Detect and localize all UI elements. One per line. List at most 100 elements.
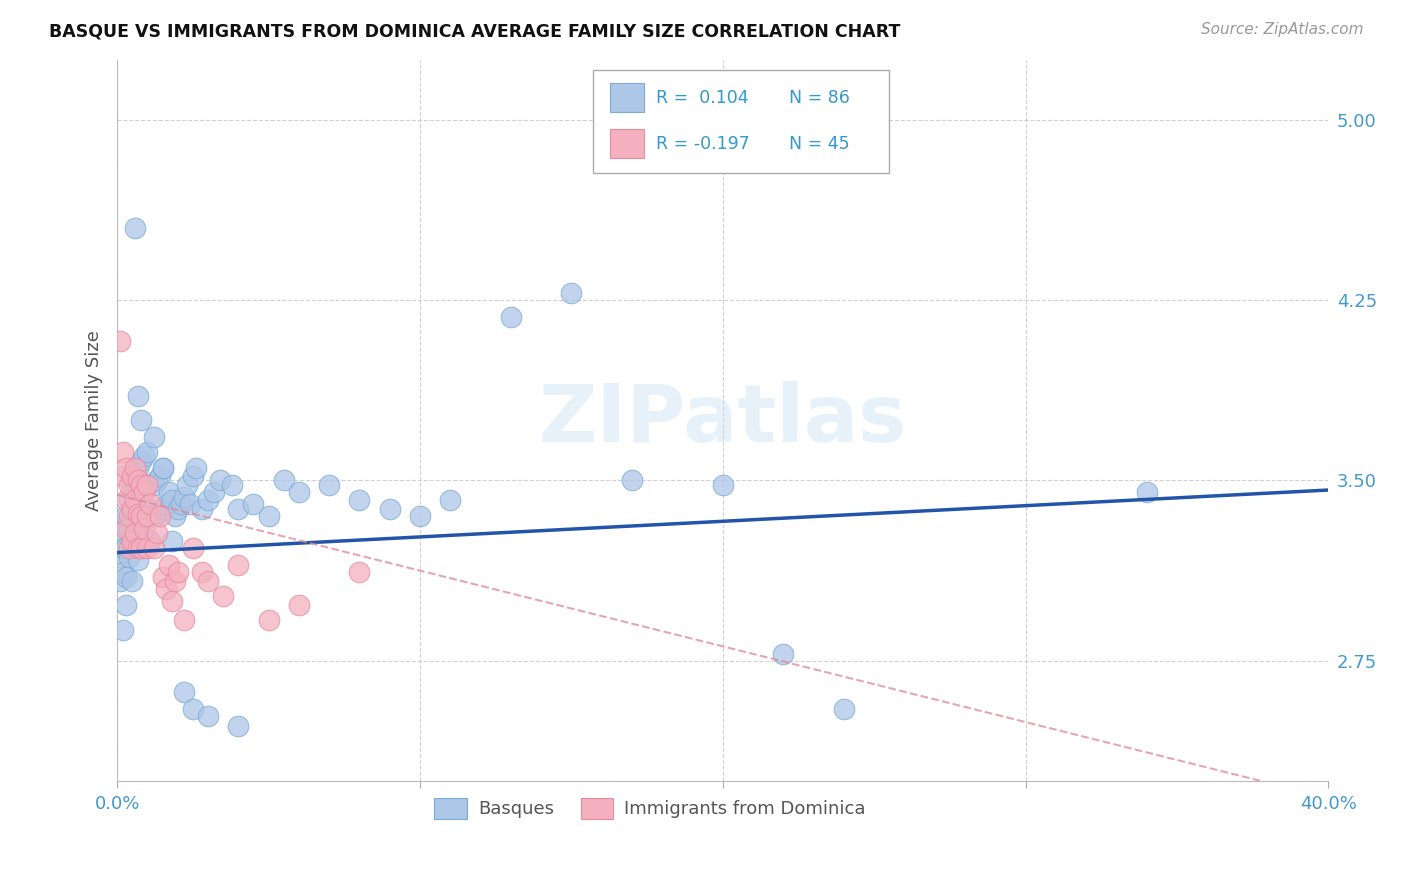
Point: [191, 565, 214, 579]
Point: [124, 468, 146, 483]
Point: [115, 541, 138, 555]
Point: [409, 509, 432, 524]
Point: [197, 709, 219, 723]
Point: [136, 444, 159, 458]
Point: [127, 474, 149, 488]
Point: [131, 478, 153, 492]
Text: ZIPatlas: ZIPatlas: [538, 381, 907, 459]
Point: [136, 478, 159, 492]
Point: [136, 541, 159, 555]
Point: [181, 702, 204, 716]
Point: [118, 478, 141, 492]
Point: [226, 719, 249, 733]
Point: [1136, 485, 1159, 500]
Point: [221, 478, 243, 492]
Point: [560, 285, 582, 300]
Point: [157, 558, 180, 572]
Point: [124, 461, 146, 475]
Point: [110, 334, 132, 348]
Point: [134, 514, 156, 528]
Point: [439, 492, 461, 507]
Point: [242, 498, 264, 512]
Text: N = 45: N = 45: [789, 135, 851, 153]
Point: [131, 485, 153, 500]
Point: [152, 569, 174, 583]
Y-axis label: Average Family Size: Average Family Size: [86, 330, 103, 511]
Point: [173, 490, 195, 504]
Point: [124, 502, 146, 516]
Point: [772, 647, 794, 661]
Point: [257, 613, 280, 627]
Point: [115, 599, 138, 613]
Point: [131, 541, 153, 555]
Point: [112, 541, 135, 555]
Point: [163, 574, 186, 589]
Point: [145, 507, 167, 521]
Point: [181, 468, 204, 483]
Point: [118, 509, 141, 524]
Point: [288, 599, 311, 613]
Point: [349, 492, 371, 507]
Point: [131, 516, 153, 531]
Point: [173, 613, 195, 627]
Point: [112, 468, 135, 483]
Point: [142, 478, 165, 492]
Point: [226, 502, 249, 516]
Point: [121, 533, 143, 548]
Point: [112, 623, 135, 637]
Point: [166, 565, 188, 579]
Point: [115, 509, 138, 524]
Point: [127, 389, 149, 403]
Point: [127, 553, 149, 567]
FancyBboxPatch shape: [593, 70, 889, 173]
Text: R = -0.197: R = -0.197: [657, 135, 749, 153]
Point: [197, 492, 219, 507]
Point: [160, 492, 183, 507]
Point: [127, 507, 149, 521]
Point: [134, 485, 156, 500]
Point: [257, 509, 280, 524]
Point: [152, 461, 174, 475]
Point: [118, 550, 141, 565]
Point: [139, 502, 162, 516]
Point: [173, 685, 195, 699]
Point: [112, 444, 135, 458]
Point: [121, 509, 143, 524]
Bar: [610, 129, 644, 158]
Point: [127, 490, 149, 504]
Point: [136, 478, 159, 492]
Point: [124, 221, 146, 235]
Point: [118, 541, 141, 555]
Point: [145, 526, 167, 541]
Point: [136, 509, 159, 524]
Point: [127, 521, 149, 535]
Legend: Basques, Immigrants from Dominica: Basques, Immigrants from Dominica: [427, 791, 873, 826]
Text: BASQUE VS IMMIGRANTS FROM DOMINICA AVERAGE FAMILY SIZE CORRELATION CHART: BASQUE VS IMMIGRANTS FROM DOMINICA AVERA…: [49, 22, 901, 40]
Point: [115, 492, 138, 507]
Text: Source: ZipAtlas.com: Source: ZipAtlas.com: [1201, 22, 1364, 37]
Point: [711, 478, 734, 492]
Point: [318, 478, 340, 492]
Point: [121, 478, 143, 492]
Point: [160, 593, 183, 607]
Point: [273, 474, 295, 488]
Point: [288, 485, 311, 500]
Point: [378, 502, 401, 516]
Point: [155, 498, 177, 512]
Point: [121, 502, 143, 516]
Point: [139, 498, 162, 512]
Point: [124, 533, 146, 548]
Point: [115, 569, 138, 583]
Point: [118, 521, 141, 535]
Point: [142, 509, 165, 524]
Point: [139, 533, 162, 548]
Point: [115, 461, 138, 475]
Point: [832, 702, 855, 716]
Point: [226, 558, 249, 572]
Point: [136, 509, 159, 524]
Point: [184, 461, 207, 475]
Point: [152, 502, 174, 516]
Point: [145, 474, 167, 488]
Point: [212, 589, 235, 603]
Point: [112, 565, 135, 579]
